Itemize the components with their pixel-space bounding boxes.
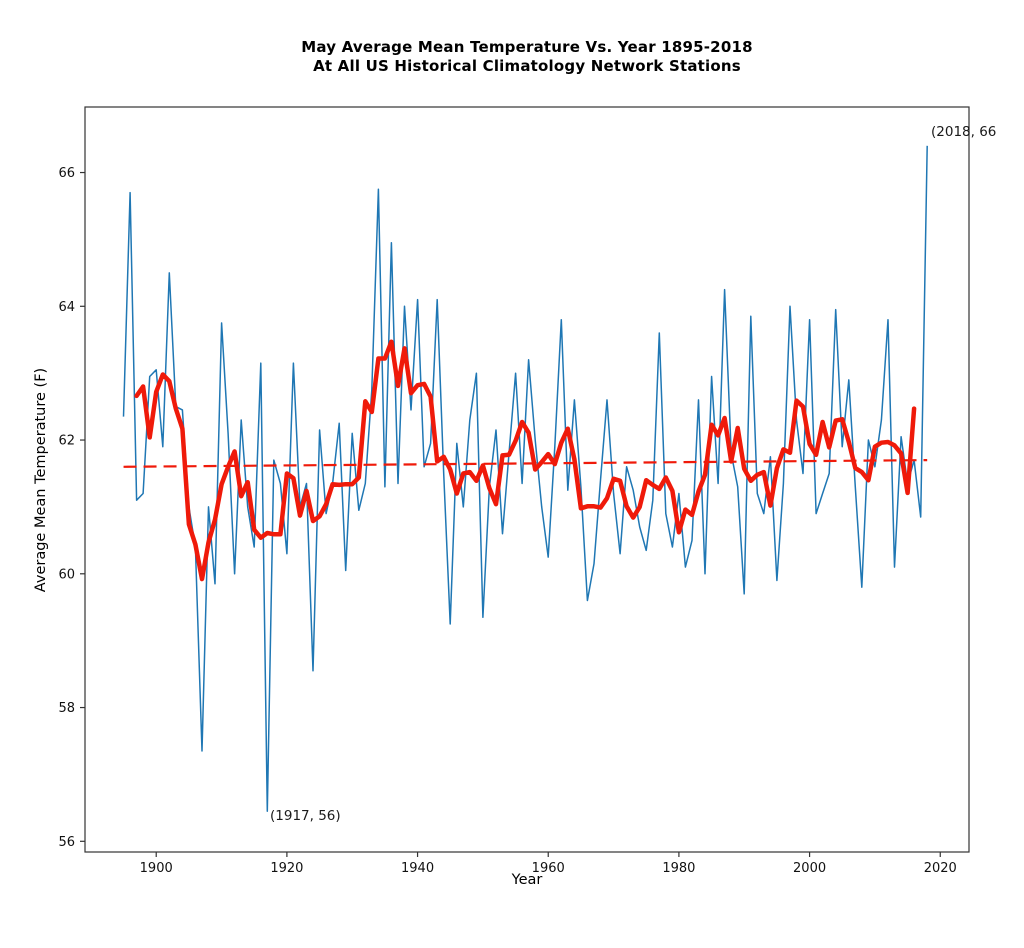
y-tick-label: 56 [58, 835, 75, 850]
trend-line [123, 459, 928, 468]
x-tick-label: 2000 [793, 861, 826, 876]
annotation-1917-min: (1917, 56) [270, 808, 341, 824]
chart-title-line-2: At All US Historical Climatology Network… [313, 57, 741, 75]
y-tick-label: 64 [58, 300, 75, 315]
five-year-mean-line [134, 339, 917, 582]
axes-spines [84, 106, 970, 853]
y-tick-label: 66 [58, 166, 75, 181]
x-tick-label: 2020 [924, 861, 957, 876]
annual-temperature-line [122, 145, 928, 812]
y-axis-label: Average Mean Temperature (F) [33, 367, 49, 593]
x-axis-label: Year [511, 872, 543, 888]
chart-title-line-1: May Average Mean Temperature Vs. Year 18… [301, 38, 753, 56]
y-tick-label: 58 [58, 701, 75, 716]
y-tick-label: 60 [58, 567, 75, 582]
x-tick-label: 1980 [662, 861, 695, 876]
x-tick-label: 1960 [532, 861, 565, 876]
y-tick-label: 62 [58, 434, 75, 449]
x-tick-label: 1920 [270, 861, 303, 876]
annotation-2018-max: (2018, 66 [931, 124, 997, 140]
x-tick-label: 1940 [401, 861, 434, 876]
x-tick-label: 1900 [140, 861, 173, 876]
